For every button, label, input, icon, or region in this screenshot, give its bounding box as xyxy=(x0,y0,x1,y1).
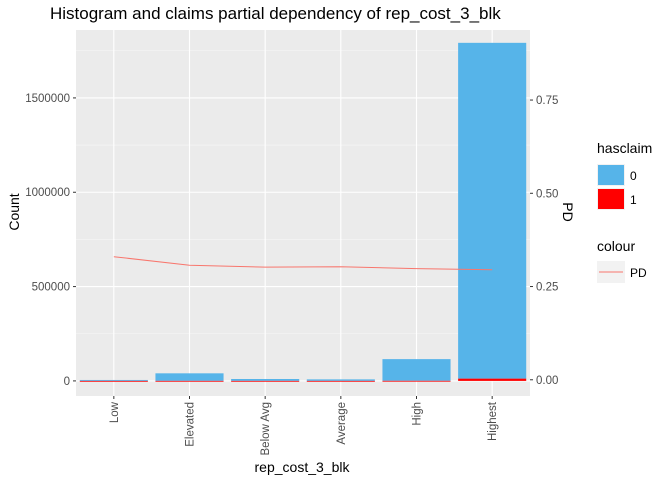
bar-hasclaim-1 xyxy=(155,380,224,382)
legend-label-1: 1 xyxy=(630,193,637,207)
legend-fill-title: hasclaim xyxy=(597,140,652,156)
bars xyxy=(79,42,527,382)
legend-label-0: 0 xyxy=(630,169,637,183)
plot-panel xyxy=(76,30,530,396)
y2-tick-label: 0.75 xyxy=(536,95,558,107)
y-tick-label: 1000000 xyxy=(25,187,70,199)
bar-hasclaim-1 xyxy=(382,380,451,382)
y2-tick-label: 0.50 xyxy=(536,188,558,200)
legend: hasclaim 0 1 colour PD xyxy=(597,140,652,283)
legend-label-pd: PD xyxy=(630,266,647,280)
x-tick-label: Low xyxy=(109,401,121,423)
y-tick-label: 1500000 xyxy=(25,93,70,105)
pd-line xyxy=(113,256,493,271)
bar-hasclaim-0 xyxy=(382,359,451,381)
x-tick-label: Below Avg xyxy=(260,402,272,456)
pd-line-layer xyxy=(113,256,493,271)
x-tick-label: Average xyxy=(336,402,348,445)
bar-hasclaim-1 xyxy=(79,380,148,382)
x-axis-title: rep_cost_3_blk xyxy=(255,459,351,475)
legend-key-0 xyxy=(598,165,624,185)
x-tick-label: High xyxy=(412,402,424,426)
y-tick-label: 500000 xyxy=(32,282,70,294)
x-tick-label: Highest xyxy=(487,401,499,441)
y2-tick-label: 0.25 xyxy=(536,282,558,294)
bar-hasclaim-0 xyxy=(79,379,148,381)
bar-hasclaim-0 xyxy=(231,379,300,381)
legend-colour-title: colour xyxy=(597,238,635,254)
bar-hasclaim-0 xyxy=(155,373,224,381)
bar-hasclaim-1 xyxy=(458,378,527,381)
chart-title: Histogram and claims partial dependency … xyxy=(50,4,501,23)
legend-key-1 xyxy=(598,189,624,209)
bar-hasclaim-1 xyxy=(231,380,300,382)
bar-hasclaim-0 xyxy=(458,42,527,379)
bar-hasclaim-1 xyxy=(306,380,375,382)
x-axis: Low Elevated Below Avg Average High Highest xyxy=(109,396,499,456)
y2-tick-label: 0.00 xyxy=(536,375,558,387)
y-axis-title: Count xyxy=(6,193,22,230)
y-axis: 0 500000 1000000 1500000 xyxy=(25,93,76,388)
x-tick-label: Elevated xyxy=(185,402,197,447)
y-tick-label: 0 xyxy=(64,376,70,388)
secondary-y-axis-title: PD xyxy=(560,202,576,221)
secondary-y-axis: 0.00 0.25 0.50 0.75 xyxy=(530,95,558,387)
bar-hasclaim-0 xyxy=(306,379,375,381)
